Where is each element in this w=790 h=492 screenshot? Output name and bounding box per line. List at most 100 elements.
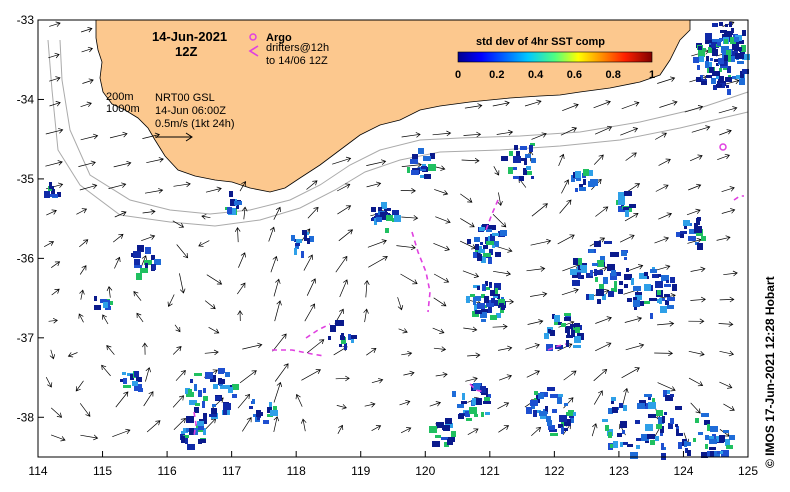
sst-patch	[648, 414, 656, 418]
sst-patch	[575, 188, 578, 192]
current-vector	[526, 370, 540, 378]
sst-patch	[741, 45, 746, 52]
sst-patch	[194, 384, 197, 391]
sst-patch	[589, 249, 594, 253]
sst-patch	[151, 255, 155, 260]
sst-patch	[432, 441, 440, 447]
sst-patch	[707, 424, 710, 431]
current-vector	[339, 279, 349, 298]
current-vector	[367, 239, 387, 248]
current-vector	[49, 349, 56, 360]
sst-patch	[154, 259, 161, 265]
sst-patch	[223, 403, 231, 410]
sst-patch	[530, 143, 535, 146]
sst-patch	[57, 192, 61, 197]
sst-patch	[538, 393, 544, 399]
sst-patch	[620, 421, 627, 428]
current-vector	[429, 401, 442, 407]
current-vector	[463, 131, 482, 138]
current-vector	[234, 227, 241, 243]
sst-patch	[711, 78, 716, 84]
current-vector	[81, 46, 94, 53]
sst-patch	[547, 387, 555, 391]
sst-patch	[734, 47, 742, 51]
isobaths	[47, 39, 749, 227]
current-vector	[80, 101, 92, 108]
current-vector	[620, 127, 639, 136]
sst-patch	[650, 313, 653, 319]
drifter-track-6	[469, 383, 485, 393]
sst-patch	[452, 391, 456, 397]
current-vector	[113, 160, 132, 168]
sst-patch	[252, 399, 255, 404]
sst-patch	[479, 227, 485, 231]
sst-patch	[620, 442, 623, 447]
current-vector	[141, 234, 156, 242]
sst-patch	[729, 435, 735, 440]
sst-patch	[380, 212, 387, 215]
current-vector	[274, 363, 289, 382]
sst-patch	[223, 410, 227, 415]
sst-patch	[185, 388, 190, 394]
sst-patch	[513, 176, 521, 179]
current-vector	[142, 209, 156, 215]
current-vector	[595, 342, 612, 352]
sst-patch	[484, 397, 490, 401]
sst-patch	[725, 77, 732, 82]
sst-patch	[575, 171, 581, 178]
sst-patch	[611, 270, 616, 276]
current-vector	[108, 182, 127, 189]
current-vector	[531, 203, 548, 217]
sst-patch	[716, 76, 719, 79]
sst-patch	[490, 315, 497, 320]
sst-patch	[478, 249, 485, 253]
sst-patch	[639, 273, 647, 279]
sst-patch	[656, 424, 662, 429]
sst-patch	[628, 208, 632, 212]
sst-patch	[624, 284, 628, 288]
sst-patch	[645, 424, 653, 431]
isobath-label-1000m: 1000m	[106, 103, 140, 115]
sst-patch	[480, 312, 487, 318]
sst-patch	[575, 327, 580, 333]
current-vector	[142, 342, 148, 355]
sst-patch	[570, 418, 574, 423]
sst-patch	[445, 418, 452, 424]
lon-tick-label: 115	[93, 464, 112, 478]
sst-patch	[482, 284, 486, 291]
sst-patch	[550, 433, 558, 436]
current-vector	[205, 186, 222, 193]
drifter-track-5	[193, 411, 197, 437]
sst-patch	[133, 251, 141, 258]
sst-patch	[552, 314, 555, 319]
current-vector	[336, 404, 347, 410]
sst-patch	[742, 54, 750, 60]
lon-tick-label: 118	[287, 464, 306, 478]
sst-patch	[371, 207, 376, 212]
current-vector	[718, 106, 738, 114]
sst-patch	[597, 299, 601, 304]
product-label: NRT00 GSL	[155, 92, 215, 104]
sst-patch	[684, 224, 687, 229]
sst-patch	[635, 292, 642, 295]
current-vector	[241, 206, 248, 220]
current-vector	[82, 78, 94, 84]
sst-patch	[590, 270, 593, 276]
sst-patch	[273, 406, 277, 410]
sst-patch	[616, 272, 621, 276]
sst-patch	[552, 409, 557, 413]
sst-patch	[689, 229, 696, 234]
current-vector	[79, 289, 85, 300]
sst-patch	[558, 424, 563, 428]
scale-arrow	[155, 132, 193, 142]
sst-patch	[719, 435, 725, 442]
sst-patch	[477, 303, 485, 309]
current-vector	[79, 403, 91, 417]
sst-patch	[636, 445, 640, 449]
sst-patch	[225, 372, 230, 377]
sst-patch	[668, 423, 673, 429]
sst-patch	[539, 411, 547, 416]
sst-patch	[304, 235, 307, 241]
sst-patch	[341, 337, 346, 344]
sst-patch	[655, 436, 659, 441]
